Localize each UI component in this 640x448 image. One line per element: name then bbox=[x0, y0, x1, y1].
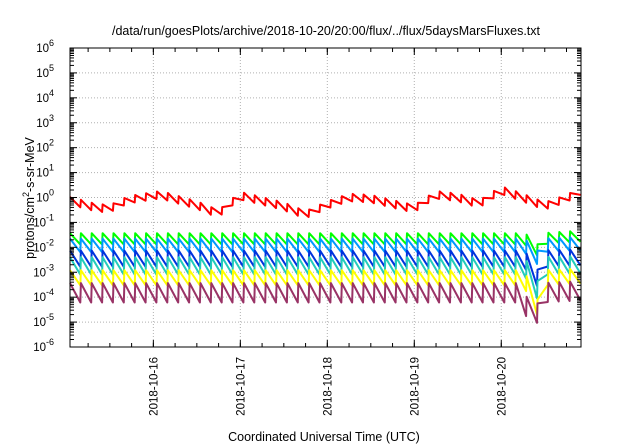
axis-ticks bbox=[70, 47, 581, 348]
y-tick-base: 10 bbox=[33, 267, 46, 279]
chart-title: /data/run/goesPlots/archive/2018-10-20/2… bbox=[112, 24, 541, 38]
y-tick-exponent: -5 bbox=[46, 312, 54, 322]
y-tick-exponent: -4 bbox=[46, 287, 54, 297]
y-tick-label: 104 bbox=[36, 88, 54, 105]
y-tick-label: 10-2 bbox=[33, 237, 54, 254]
y-tick-base: 10 bbox=[36, 68, 49, 80]
y-tick-exponent: 5 bbox=[49, 63, 54, 73]
y-tick-label: 10-4 bbox=[33, 287, 54, 304]
y-tick-label: 10-1 bbox=[33, 212, 54, 229]
series-line bbox=[69, 255, 582, 300]
y-tick-label: 101 bbox=[36, 163, 54, 180]
y-tick-base: 10 bbox=[36, 93, 49, 105]
y-tick-base: 10 bbox=[36, 168, 49, 180]
y-tick-label: 10-6 bbox=[33, 337, 54, 354]
y-tick-labels: 10-610-510-410-310-210-11001011021031041… bbox=[33, 38, 54, 354]
y-tick-exponent: 6 bbox=[49, 38, 54, 48]
y-tick-exponent: -1 bbox=[46, 212, 54, 222]
y-tick-exponent: 0 bbox=[49, 188, 54, 198]
y-tick-base: 10 bbox=[33, 292, 46, 304]
y-tick-exponent: 3 bbox=[49, 113, 54, 123]
x-tick-label: 2018-10-17 bbox=[235, 357, 247, 416]
series-line bbox=[69, 268, 582, 316]
y-tick-label: 106 bbox=[36, 38, 54, 55]
series-line bbox=[69, 236, 582, 265]
x-tick-label: 2018-10-19 bbox=[409, 357, 421, 416]
y-tick-exponent: -2 bbox=[46, 237, 54, 247]
y-tick-label: 102 bbox=[36, 138, 54, 155]
series-line bbox=[69, 280, 582, 324]
y-tick-base: 10 bbox=[33, 342, 46, 354]
y-tick-label: 100 bbox=[36, 188, 54, 205]
series-lines bbox=[69, 186, 582, 324]
y-tick-label: 10-3 bbox=[33, 262, 54, 279]
y-tick-exponent: -6 bbox=[46, 337, 54, 347]
y-tick-exponent: 1 bbox=[49, 163, 54, 173]
series-line bbox=[69, 186, 581, 218]
y-tick-exponent: 4 bbox=[49, 88, 54, 98]
y-axis-label-main: protons/cm bbox=[23, 197, 37, 259]
y-tick-label: 105 bbox=[36, 63, 54, 80]
y-axis-label-sup: 2 bbox=[21, 192, 31, 197]
y-axis-label-rest: -s-sr-MeV bbox=[23, 136, 37, 192]
x-tick-label: 2018-10-20 bbox=[496, 357, 508, 416]
x-axis-label: Coordinated Universal Time (UTC) bbox=[228, 430, 420, 444]
y-tick-label: 10-5 bbox=[33, 312, 54, 329]
x-tick-label: 2018-10-16 bbox=[148, 357, 160, 416]
y-tick-exponent: 2 bbox=[49, 138, 54, 148]
y-tick-base: 10 bbox=[36, 143, 49, 155]
y-tick-exponent: -3 bbox=[46, 262, 54, 272]
x-tick-labels: 2018-10-16 2018-10-17 2018-10-18 2018-10-19… bbox=[148, 357, 508, 416]
y-tick-base: 10 bbox=[36, 43, 49, 55]
y-tick-base: 10 bbox=[36, 118, 49, 130]
y-axis-label: protons/cm2-s-sr-MeV bbox=[21, 136, 37, 258]
y-tick-base: 10 bbox=[33, 217, 46, 229]
y-tick-base: 10 bbox=[36, 193, 49, 205]
y-tick-label: 103 bbox=[36, 113, 54, 130]
x-tick-label: 2018-10-18 bbox=[322, 357, 334, 416]
y-tick-base: 10 bbox=[33, 242, 46, 254]
y-tick-base: 10 bbox=[33, 317, 46, 329]
